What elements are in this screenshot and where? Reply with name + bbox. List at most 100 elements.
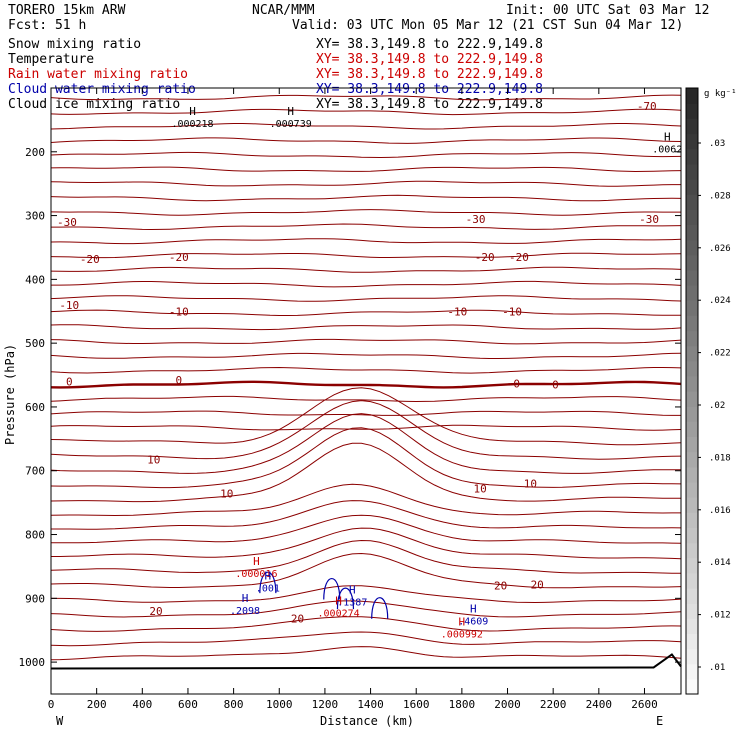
colorbar-tick-label: .018: [709, 453, 731, 463]
x-tick-label: 2400: [586, 698, 613, 711]
colorbar-tick-label: .016: [709, 506, 731, 516]
colorbar-tick-label: .014: [709, 558, 731, 568]
x-tick-label: 0: [48, 698, 55, 711]
y-tick-label: 800: [25, 529, 45, 542]
isotherm-line: [50, 209, 681, 216]
contour-label: 20: [291, 613, 304, 626]
extremum-h: H: [470, 603, 477, 616]
field-xy-temperature: XY= 38.3,149.8 to 222.9,149.8: [316, 52, 543, 67]
isotherm-line: [50, 352, 682, 359]
contour-label: 20: [494, 580, 507, 593]
x-axis-label: Distance (km): [320, 714, 414, 728]
colorbar-swatch: [686, 588, 698, 604]
isotherm-line: [51, 280, 682, 288]
init-time: Init: 00 UTC Sat 03 Mar 12: [506, 3, 710, 18]
isotherm-line: [50, 151, 682, 159]
colorbar-swatch: [686, 512, 698, 528]
colorbar: g kg⁻¹ .01 .012 .014 .016 .018 .02 .022 .024 .02…: [685, 87, 737, 695]
isotherm-line: [50, 324, 682, 331]
colorbar-swatch: [686, 148, 698, 165]
extrema-markers: H.000218H.000739H.0062H.000016H.001H.209…: [171, 105, 682, 640]
colorbar-swatch: [686, 633, 698, 650]
contour-labels: -70 -30 -30 -30 -20 -20 -20 -20 -10 -10 -10 -10 0 0 0 0…: [57, 100, 659, 626]
y-tick-label: 400: [25, 273, 45, 286]
cloud-water-contours: [259, 571, 389, 619]
colorbar-swatch: [686, 618, 698, 635]
contour-label: -20: [80, 253, 100, 266]
isotherm-line: [50, 295, 682, 302]
field-name-temperature: Temperature: [8, 52, 94, 67]
center-label: NCAR/MMM: [252, 3, 315, 18]
colorbar-swatch: [686, 648, 698, 665]
colorbar-swatch: [686, 118, 698, 135]
isotherm-line: [51, 223, 682, 231]
extremum-h: H: [189, 105, 196, 118]
isotherm-line: [50, 387, 682, 446]
isotherm-line: [50, 108, 682, 116]
contour-label: 0: [66, 375, 73, 388]
colorbar-tick-label: .024: [709, 296, 731, 306]
extremum-h: H: [349, 584, 356, 597]
colorbar-swatch: [686, 421, 698, 438]
y-tick-label: 300: [25, 210, 45, 223]
colorbar-swatch: [686, 284, 698, 301]
valid-time: Valid: 03 UTC Mon 05 Mar 12 (21 CST Sun …: [292, 18, 683, 33]
isotherm-line: [50, 631, 682, 647]
colorbar-swatch: [686, 603, 698, 619]
colorbar-swatch: [686, 330, 698, 347]
x-tick-label: 1200: [312, 698, 339, 711]
x-tick-label: 2200: [540, 698, 567, 711]
colorbar-swatch: [686, 254, 698, 271]
isotherm-line: [50, 266, 682, 273]
extremum-value: .000992: [441, 629, 483, 640]
colorbar-swatch: [686, 315, 698, 332]
contour-label: -10: [169, 305, 189, 318]
y-tick-label: 1000: [19, 656, 46, 669]
isotherm-line: [50, 180, 681, 187]
isotherm-line: [50, 410, 681, 416]
colorbar-tick-label: .028: [709, 191, 731, 201]
colorbar-units: g kg⁻¹: [704, 89, 737, 99]
colorbar-swatch: [686, 103, 698, 119]
colorbar-swatch: [686, 391, 698, 407]
contour-label: -30: [466, 213, 486, 226]
colorbar-swatch: [686, 360, 698, 377]
isotherm-line: [50, 94, 682, 101]
colorbar-swatch: [686, 572, 698, 589]
x-tick-label: 800: [224, 698, 244, 711]
contour-label: -10: [502, 305, 522, 318]
x-tick-label: 600: [178, 698, 198, 711]
colorbar-swatch: [686, 481, 698, 498]
contour-label: -10: [447, 305, 467, 318]
extremum-value: .000274: [318, 608, 360, 619]
colorbar-swatch: [686, 497, 698, 513]
x-tick-label: 1000: [266, 698, 293, 711]
extremum-value: .4609: [458, 617, 488, 628]
colorbar-swatch: [686, 345, 698, 362]
colorbar-swatch: [686, 375, 698, 392]
extremum-value: .2098: [230, 606, 260, 617]
x-tick-label: 400: [132, 698, 152, 711]
east-label: E: [656, 714, 663, 728]
isotherm-line: [50, 366, 682, 374]
colorbar-tick-label: .01: [709, 663, 725, 673]
extremum-value: .1387: [337, 598, 367, 609]
colorbar-tick-label: .022: [709, 349, 731, 359]
isotherm-line: [50, 552, 682, 589]
cloud-water-contour: [336, 587, 355, 610]
colorbar-swatch: [686, 224, 698, 241]
isotherm-line: [50, 600, 682, 618]
colorbar-swatch: [686, 406, 698, 422]
contour-label: 20: [149, 605, 162, 618]
colorbar-swatch: [686, 269, 698, 286]
isotherm-line: [50, 539, 682, 574]
field-legend: Snow mixing ratio XY= 38.3,149.8 to 222.…: [8, 37, 543, 112]
contour-label: -70: [637, 100, 657, 113]
isotherm-line: [50, 238, 682, 245]
forecast-hour: Fcst: 51 h: [8, 18, 86, 33]
y-tick-label: 600: [25, 401, 45, 414]
isotherm-line: [50, 483, 681, 517]
colorbar-swatch: [686, 451, 698, 468]
